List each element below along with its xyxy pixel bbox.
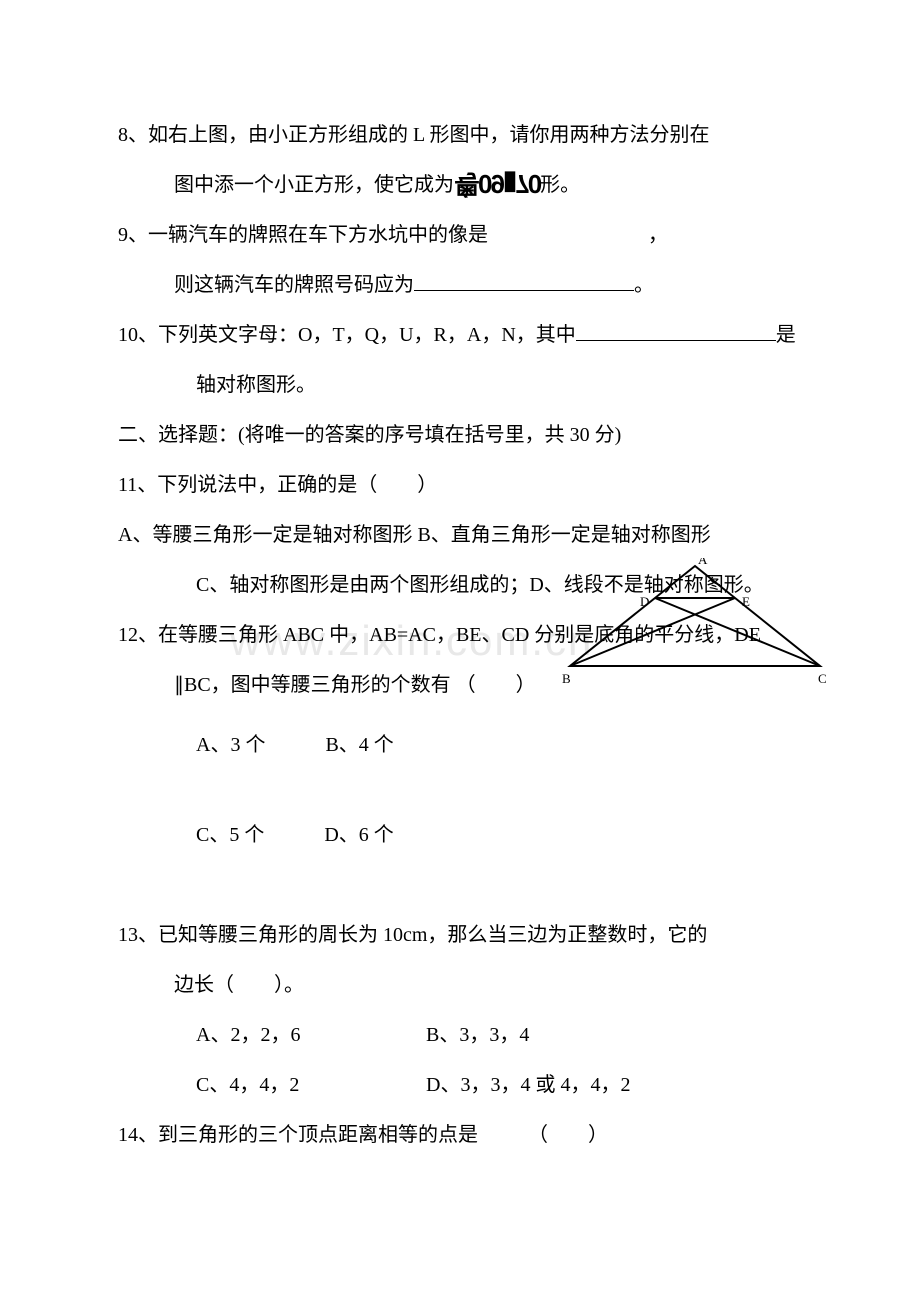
question-10: 10、下列英文字母：O，T，Q，U，R，A，N，其中 是 轴对称图形。 [118,310,802,410]
q14-stem: 14、到三角形的三个顶点距离相等的点是 （ ） [118,1110,802,1160]
q8-line2: 图中添一个小正方形，使它成为粤09▮70形。 [118,160,802,210]
q9-line2-post: 。 [634,274,654,296]
question-8: 8、如右上图，由小正方形组成的 L 形图中，请你用两种方法分别在 图中添一个小正… [118,110,802,210]
q9-line2: 则这辆汽车的牌照号码应为 。 [118,260,802,310]
q9-line1: 9、一辆汽车的牌照在车下方水坑中的像是 ， [118,210,802,260]
question-12: 12、在等腰三角形 ABC 中，AB=AC，BE、CD 分别是底角的平分线，DE… [118,610,802,860]
q10-line1-post: 是 [776,324,796,346]
section-2-heading: 二、选择题：(将唯一的答案的序号填在括号里，共 30 分) [118,410,802,460]
q13-opt-d: D、3，3，4 或 4，4，2 [426,1060,630,1110]
q10-line1-pre: 10、下列英文字母：O，T，Q，U，R，A，N，其中 [118,324,576,346]
question-11: 11、下列说法中，正确的是（ ） A、等腰三角形一定是轴对称图形 B、直角三角形… [118,460,802,610]
q11-stem: 11、下列说法中，正确的是（ ） [118,460,802,510]
q12-line2: ∥BC，图中等腰三角形的个数有 （ ） [118,660,802,710]
q12-opt-c: C、5 个 [196,810,264,860]
blank-underline [576,320,776,341]
q13-opts-row1: A、2，2，6 B、3，3，4 [196,1010,802,1060]
question-13: 13、已知等腰三角形的周长为 10cm，那么当三边为正整数时，它的 边长（ ）。… [118,910,802,1110]
q12-opt-d: D、6 个 [324,810,393,860]
q13-opt-b: B、3，3，4 [426,1010,529,1060]
q9-line2-pre: 则这辆汽车的牌照号码应为 [174,274,414,296]
q8-line2-pre: 图中添一个小正方形，使它成为 [174,174,454,196]
q12-opt-b: B、4 个 [325,720,393,770]
q12-opts-row2: C、5 个 D、6 个 [196,810,802,860]
q12-line1: 12、在等腰三角形 ABC 中，AB=AC，BE、CD 分别是底角的平分线，DE [118,610,802,660]
license-plate-image: 粤09▮70 [454,171,540,197]
q13-line2: 边长（ ）。 [118,960,802,1010]
q10-line1: 10、下列英文字母：O，T，Q，U，R，A，N，其中 是 [118,310,802,360]
q8-line1: 8、如右上图，由小正方形组成的 L 形图中，请你用两种方法分别在 [118,110,802,160]
q10-line2: 轴对称图形。 [118,360,802,410]
q8-line2-post: 形。 [540,174,580,196]
q13-opt-a: A、2，2，6 [196,1010,366,1060]
q11-opt-ab: A、等腰三角形一定是轴对称图形 B、直角三角形一定是轴对称图形 [118,510,802,560]
q12-opt-a: A、3 个 [196,720,265,770]
label-c: C [818,671,827,686]
q13-opt-c: C、4，4，2 [196,1060,366,1110]
q11-opt-cd: C、轴对称图形是由两个图形组成的；D、线段不是轴对称图形。 [118,560,802,610]
blank-underline [414,270,634,291]
q13-opts-row2: C、4，4，2 D、3，3，4 或 4，4，2 [196,1060,802,1110]
q12-opts-row1: A、3 个 B、4 个 [196,720,802,770]
question-9: 9、一辆汽车的牌照在车下方水坑中的像是 ， 则这辆汽车的牌照号码应为 。 [118,210,802,310]
question-14: 14、到三角形的三个顶点距离相等的点是 （ ） [118,1110,802,1160]
q13-line1: 13、已知等腰三角形的周长为 10cm，那么当三边为正整数时，它的 [118,910,802,960]
